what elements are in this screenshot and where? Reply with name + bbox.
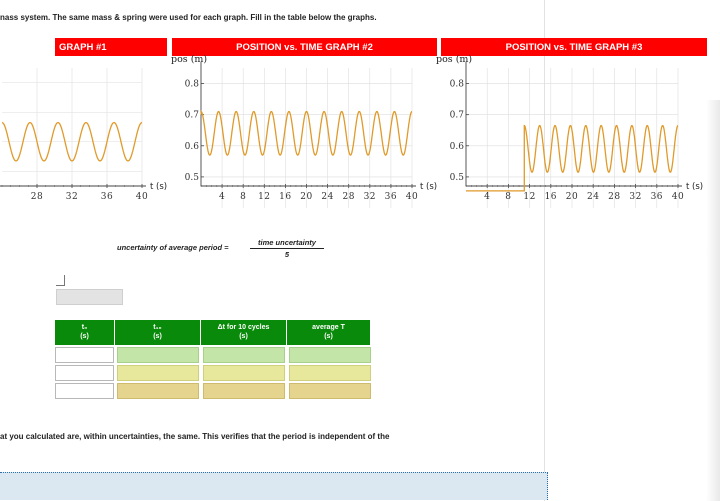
y-axis-label: pos (m): [171, 54, 207, 65]
graph-3-header: POSITION vs. TIME GRAPH #3: [441, 38, 707, 56]
answer-textbox[interactable]: [0, 472, 548, 500]
x-tick-label: 32: [364, 192, 376, 202]
graph-2-plot: 0.8 0.7 0.6 0.5 4 8 12 16 20 24 28 32 36 40 pos (m) t (…: [171, 54, 437, 208]
x-tick-label: 36: [651, 192, 663, 202]
cell-delta-row1[interactable]: [203, 347, 285, 363]
y-tick-label: 0.6: [450, 142, 465, 152]
x-axis-label: t (s): [150, 182, 167, 192]
x-tick-label: 32: [66, 192, 78, 202]
header-delta-t: Δt for 10 cycles (s): [201, 320, 287, 345]
x-tick-label: 24: [321, 192, 333, 202]
x-tick-label: 8: [240, 192, 246, 202]
graph-3-plot: 0.8 0.7 0.6 0.5 4 8 12 16 20 24 28 32 36 40 pos (m) t (…: [436, 54, 703, 208]
scroll-shadow: [706, 100, 720, 501]
page-edge: [544, 0, 545, 501]
formula-denominator: 5: [284, 250, 290, 259]
header-t10: t₁₀ (s): [115, 320, 201, 345]
y-tick-label: 0.5: [450, 173, 465, 183]
cell-avg-row1[interactable]: [289, 347, 371, 363]
position-trace: [466, 124, 679, 192]
graph-1-plot: 28 32 36 40t (s): [0, 68, 167, 202]
cell-delta-row3[interactable]: [203, 383, 285, 399]
formula-fraction: time uncertainty 5: [250, 238, 324, 259]
graph-2: 0.8 0.7 0.6 0.5 4 8 12 16 20 24 28 32 36 40 pos (m) t (…: [166, 54, 437, 208]
graph-1: 28 32 36 40 t (s): [0, 58, 170, 208]
x-tick-label: 40: [406, 192, 418, 202]
formula-numerator: time uncertainty: [250, 238, 324, 249]
position-trace: [200, 109, 413, 156]
x-tick-label: 20: [300, 192, 312, 202]
x-tick-label: 40: [672, 192, 684, 202]
x-axis-label: t (s): [420, 182, 437, 192]
instructions-text: nass system. The same mass & spring were…: [0, 13, 377, 22]
x-tick-label: 40: [136, 192, 148, 202]
answer-input-small[interactable]: [56, 289, 123, 305]
cell-t10-row3[interactable]: [117, 383, 199, 399]
x-tick-label: 28: [31, 192, 43, 202]
x-tick-label: 12: [523, 192, 535, 202]
y-tick-label: 0.7: [450, 111, 465, 121]
x-tick-label: 36: [101, 192, 113, 202]
conclusion-text: at you calculated are, within uncertaint…: [0, 432, 390, 441]
x-tick-label: 32: [629, 192, 641, 202]
y-tick-label: 0.7: [185, 111, 200, 121]
y-tick-label: 0.8: [185, 80, 200, 90]
graph-3: 0.8 0.7 0.6 0.5 4 8 12 16 20 24 28 32 36 40 pos (m) t (…: [434, 54, 706, 208]
cell-t10-row1[interactable]: [117, 347, 199, 363]
y-axis-label: pos (m): [436, 54, 472, 65]
cell-t0-row1[interactable]: [55, 347, 114, 363]
cell-avg-row2[interactable]: [289, 365, 371, 381]
graph-2-header: POSITION vs. TIME GRAPH #2: [172, 38, 437, 56]
y-tick-label: 0.8: [450, 80, 465, 90]
x-tick-label: 20: [566, 192, 578, 202]
cell-delta-row2[interactable]: [203, 365, 285, 381]
cell-t0-row2[interactable]: [55, 365, 114, 381]
formula-lhs: uncertainty of average period =: [117, 243, 229, 252]
bracket-mark: [56, 275, 65, 286]
x-axis-label: t (s): [686, 182, 703, 192]
x-tick-label: 28: [342, 192, 354, 202]
graph-1-header: GRAPH #1: [55, 38, 167, 56]
x-tick-label: 8: [505, 192, 511, 202]
x-tick-label: 16: [279, 192, 291, 202]
x-tick-label: 4: [219, 192, 225, 202]
y-tick-label: 0.6: [185, 142, 200, 152]
x-tick-label: 4: [484, 192, 490, 202]
y-tick-label: 0.5: [185, 173, 200, 183]
position-trace: [1, 121, 143, 162]
x-tick-label: 28: [608, 192, 620, 202]
x-tick-label: 24: [587, 192, 599, 202]
cell-avg-row3[interactable]: [289, 383, 371, 399]
x-tick-label: 12: [258, 192, 270, 202]
x-tick-label: 36: [385, 192, 397, 202]
x-tick-label: 16: [545, 192, 557, 202]
cell-t10-row2[interactable]: [117, 365, 199, 381]
header-average-t: average T (s): [287, 320, 371, 345]
header-t0: t₀ (s): [55, 320, 115, 345]
cell-t0-row3[interactable]: [55, 383, 114, 399]
